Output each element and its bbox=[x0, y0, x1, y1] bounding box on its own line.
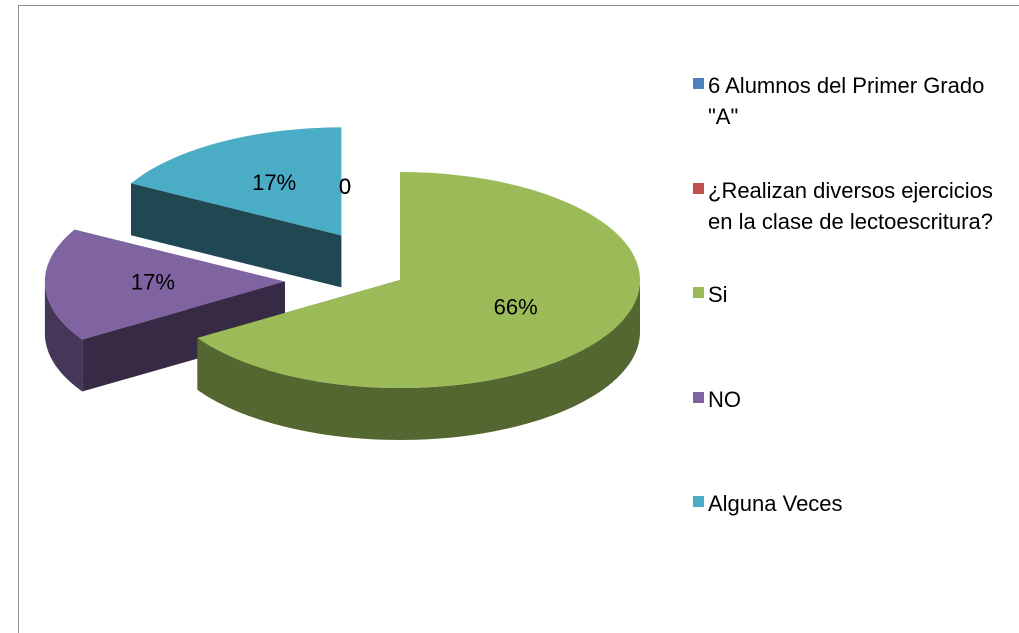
legend-item: Alguna Veces bbox=[693, 488, 1003, 593]
legend-swatch bbox=[693, 391, 704, 403]
slice-side bbox=[131, 183, 342, 288]
slice-rim bbox=[197, 280, 640, 440]
legend-label: NO bbox=[708, 386, 741, 412]
legend-item: Si bbox=[693, 279, 1003, 384]
legend: 6 Alumnos del Primer Grado "A" ¿Realizan … bbox=[693, 70, 1003, 593]
legend-swatch bbox=[693, 182, 704, 194]
legend-label: Alguna Veces bbox=[708, 491, 843, 516]
legend-swatch bbox=[693, 78, 704, 89]
slice bbox=[44, 229, 285, 340]
slice bbox=[197, 172, 640, 388]
legend-item: ¿Realizan diversos ejercicios en la clas… bbox=[693, 175, 1003, 280]
legend-item: 6 Alumnos del Primer Grado "A" bbox=[693, 70, 1003, 175]
data-label: 17% bbox=[131, 269, 175, 294]
legend-swatch bbox=[693, 287, 704, 298]
chart-frame bbox=[18, 5, 1019, 633]
slice-rim bbox=[44, 281, 83, 392]
legend-swatch bbox=[693, 496, 704, 507]
legend-label: 6 Alumnos del Primer Grado "A" bbox=[708, 73, 985, 129]
data-label: 0 bbox=[339, 174, 351, 199]
legend-item: NO bbox=[693, 384, 1003, 489]
data-label: 66% bbox=[494, 294, 538, 319]
data-label: 17% bbox=[252, 170, 296, 195]
legend-label: Si bbox=[708, 282, 728, 307]
data-label: 0 bbox=[339, 174, 351, 199]
slice bbox=[131, 127, 342, 236]
legend-label: ¿Realizan diversos ejercicios en la clas… bbox=[708, 177, 993, 234]
